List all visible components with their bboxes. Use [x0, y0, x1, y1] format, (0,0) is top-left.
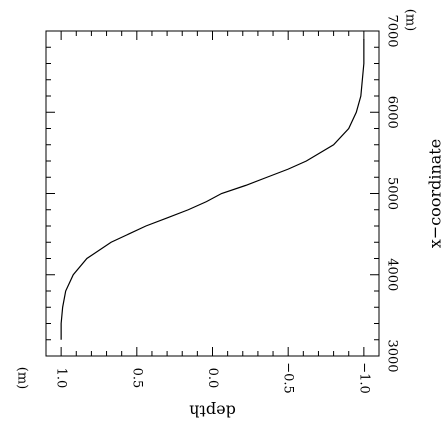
x-axis-unit: (m) [403, 9, 418, 31]
x-tick-label: 5000 [385, 177, 400, 210]
x-axis-label: x−coordinate [426, 139, 445, 248]
x-tick-label: 6000 [385, 96, 400, 129]
depth-tick-label: 0.0 [205, 368, 220, 389]
plot-frame [45, 30, 380, 357]
depth-tick-label: −0.5 [281, 362, 296, 394]
tick-labels: 3000 4000 5000 6000 7000 1.0 0.5 0.0 −0.5 −1.0 [54, 14, 400, 393]
x-tick-label: 4000 [385, 258, 400, 291]
depth-tick-label: −1.0 [356, 362, 371, 394]
depth-tick-label: 1.0 [54, 368, 69, 389]
y-axis-label: depth [189, 402, 236, 421]
ticks [45, 30, 380, 357]
x-tick-label: 7000 [385, 14, 400, 47]
x-tick-label: 3000 [385, 339, 400, 372]
y-axis-unit: (m) [15, 367, 30, 389]
depth-tick-label: 0.5 [129, 368, 144, 389]
series-line [60, 39, 365, 340]
